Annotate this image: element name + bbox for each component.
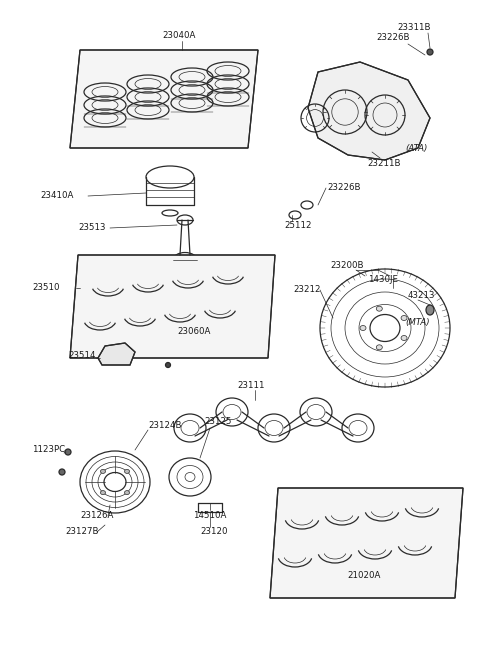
Text: 23200B: 23200B xyxy=(330,260,363,269)
Text: 23513: 23513 xyxy=(78,223,106,233)
Text: 23127B: 23127B xyxy=(65,528,98,537)
Ellipse shape xyxy=(166,363,170,367)
Text: 21020A: 21020A xyxy=(347,570,380,579)
Text: 1123PC: 1123PC xyxy=(32,445,65,455)
Text: 23211B: 23211B xyxy=(367,158,400,168)
Ellipse shape xyxy=(100,491,106,495)
Ellipse shape xyxy=(65,449,71,455)
Text: (ATA): (ATA) xyxy=(405,143,427,152)
Ellipse shape xyxy=(427,49,433,55)
Text: 25112: 25112 xyxy=(284,221,312,231)
Text: 23126A: 23126A xyxy=(80,512,113,520)
Text: 1430JE: 1430JE xyxy=(368,275,398,284)
Text: 23514: 23514 xyxy=(68,350,96,359)
Text: 23226B: 23226B xyxy=(327,183,360,193)
Ellipse shape xyxy=(124,491,130,495)
Text: 23111: 23111 xyxy=(237,380,264,390)
Ellipse shape xyxy=(360,325,366,330)
Text: 23510: 23510 xyxy=(32,284,60,292)
Text: 14510A: 14510A xyxy=(193,510,227,520)
Text: 23311B: 23311B xyxy=(397,24,431,32)
Ellipse shape xyxy=(401,315,407,321)
Polygon shape xyxy=(270,488,463,598)
Ellipse shape xyxy=(59,469,65,475)
Ellipse shape xyxy=(124,469,130,474)
Text: 23226B: 23226B xyxy=(376,34,409,43)
Ellipse shape xyxy=(426,305,434,315)
Ellipse shape xyxy=(401,336,407,340)
Text: 23120: 23120 xyxy=(200,528,228,537)
Text: 23212: 23212 xyxy=(293,286,321,294)
Text: 23410A: 23410A xyxy=(40,191,73,200)
Text: (MTA): (MTA) xyxy=(405,317,430,327)
Ellipse shape xyxy=(100,469,106,474)
Text: 23040A: 23040A xyxy=(162,32,195,41)
Text: 23125: 23125 xyxy=(204,417,231,426)
Ellipse shape xyxy=(376,306,382,311)
Polygon shape xyxy=(70,255,275,358)
Polygon shape xyxy=(70,50,258,148)
Text: 23124B: 23124B xyxy=(148,420,181,430)
Ellipse shape xyxy=(376,345,382,350)
Text: 23060A: 23060A xyxy=(177,327,210,336)
Polygon shape xyxy=(308,62,430,160)
Text: 43213: 43213 xyxy=(408,290,435,300)
Polygon shape xyxy=(98,343,135,365)
